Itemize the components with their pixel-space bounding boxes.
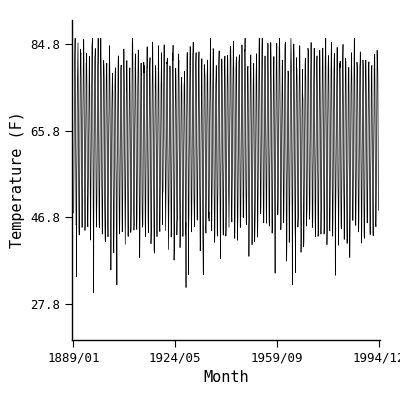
X-axis label: Month: Month — [203, 370, 249, 385]
Y-axis label: Temperature (F): Temperature (F) — [10, 112, 25, 248]
